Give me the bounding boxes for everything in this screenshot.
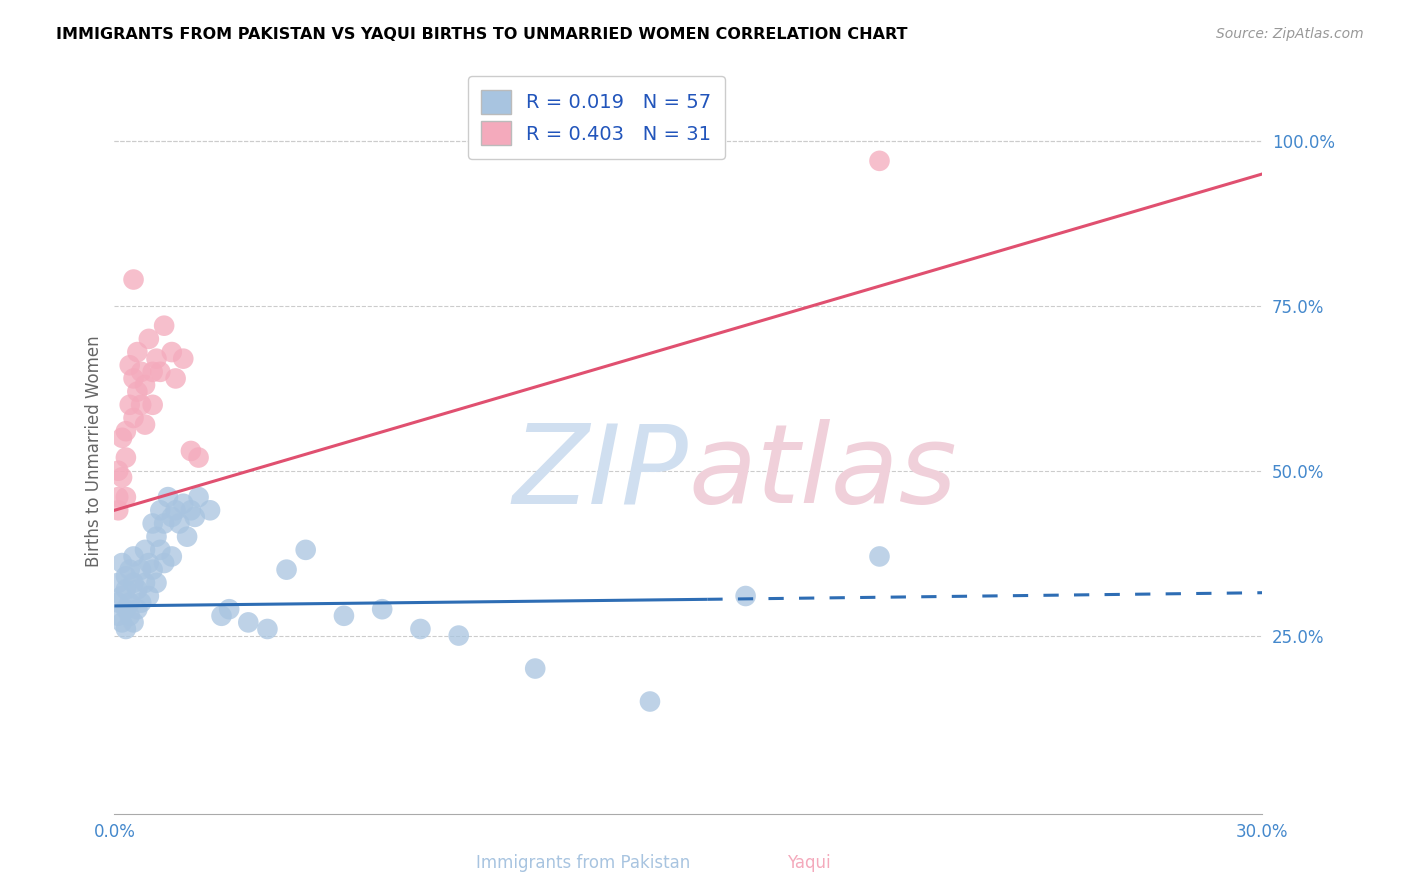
Point [184, 509, 207, 524]
Point [118, 358, 141, 372]
Text: Source: ZipAtlas.com: Source: ZipAtlas.com [1216, 27, 1364, 41]
Point [115, 582, 138, 597]
Point [107, 464, 129, 478]
Point [869, 549, 891, 564]
Point [138, 556, 160, 570]
Point [145, 351, 167, 366]
Point [111, 556, 134, 570]
Point [138, 589, 160, 603]
Point [149, 542, 172, 557]
Text: ZIP: ZIP [512, 419, 688, 526]
Point [129, 596, 152, 610]
Point [127, 602, 149, 616]
Point [122, 615, 145, 630]
Point [149, 365, 172, 379]
Point [198, 503, 221, 517]
Point [111, 615, 134, 630]
Point [409, 622, 432, 636]
Point [122, 411, 145, 425]
Point [115, 569, 138, 583]
Point [142, 398, 165, 412]
Point [118, 608, 141, 623]
Point [238, 615, 260, 630]
Point [138, 332, 160, 346]
Point [122, 272, 145, 286]
Point [142, 365, 165, 379]
Point [115, 602, 138, 616]
Point [127, 345, 149, 359]
Point [145, 530, 167, 544]
Point [187, 490, 209, 504]
Point [111, 589, 134, 603]
Text: Immigrants from Pakistan: Immigrants from Pakistan [477, 855, 690, 872]
Text: atlas: atlas [688, 419, 957, 526]
Text: IMMIGRANTS FROM PAKISTAN VS YAQUI BIRTHS TO UNMARRIED WOMEN CORRELATION CHART: IMMIGRANTS FROM PAKISTAN VS YAQUI BIRTHS… [56, 27, 908, 42]
Point [127, 582, 149, 597]
Point [149, 503, 172, 517]
Point [122, 549, 145, 564]
Point [111, 470, 134, 484]
Point [256, 622, 278, 636]
Point [107, 596, 129, 610]
Point [333, 608, 356, 623]
Point [153, 516, 176, 531]
Point [638, 694, 661, 708]
Point [169, 516, 191, 531]
Point [115, 450, 138, 465]
Point [160, 345, 183, 359]
Point [734, 589, 756, 603]
Point [107, 503, 129, 517]
Point [127, 384, 149, 399]
Point [134, 542, 156, 557]
Point [115, 424, 138, 438]
Point [156, 490, 179, 504]
Point [276, 563, 298, 577]
Point [524, 661, 547, 675]
Point [153, 556, 176, 570]
Point [176, 530, 198, 544]
Point [111, 431, 134, 445]
Point [115, 490, 138, 504]
Point [122, 371, 145, 385]
Point [160, 549, 183, 564]
Point [869, 153, 891, 168]
Point [118, 596, 141, 610]
Point [153, 318, 176, 333]
Point [118, 563, 141, 577]
Y-axis label: Births to Unmarried Women: Births to Unmarried Women [86, 335, 103, 566]
Point [134, 378, 156, 392]
Point [218, 602, 240, 616]
Point [172, 497, 194, 511]
Point [447, 629, 470, 643]
Point [129, 398, 152, 412]
Point [142, 563, 165, 577]
Point [107, 608, 129, 623]
Point [122, 575, 145, 590]
Point [129, 563, 152, 577]
Point [165, 503, 187, 517]
Point [134, 575, 156, 590]
Point [371, 602, 394, 616]
Point [165, 371, 187, 385]
Point [129, 365, 152, 379]
Point [145, 575, 167, 590]
Point [294, 542, 316, 557]
Point [107, 575, 129, 590]
Legend: R = 0.019   N = 57, R = 0.403   N = 31: R = 0.019 N = 57, R = 0.403 N = 31 [468, 77, 725, 159]
Point [180, 503, 202, 517]
Point [180, 444, 202, 458]
Point [118, 398, 141, 412]
Point [211, 608, 233, 623]
Point [107, 490, 129, 504]
Point [142, 516, 165, 531]
Text: Yaqui: Yaqui [786, 855, 831, 872]
Point [160, 509, 183, 524]
Point [172, 351, 194, 366]
Point [115, 622, 138, 636]
Point [187, 450, 209, 465]
Point [134, 417, 156, 432]
